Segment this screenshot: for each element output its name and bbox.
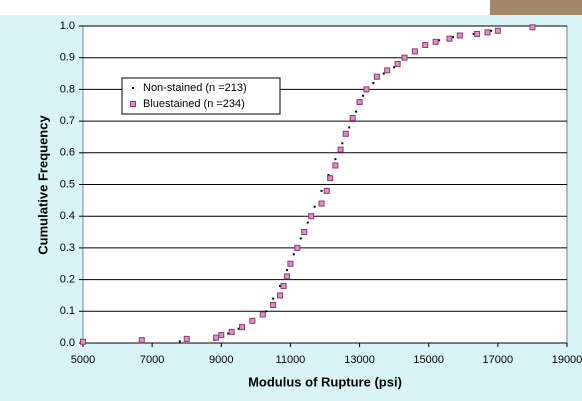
y-tick-label: 0.7 [60,115,75,127]
point [494,27,501,34]
point [272,297,275,300]
y-tick-label: 0.8 [60,83,75,95]
point [334,158,337,161]
point [213,334,220,341]
x-tick-label: 11000 [276,354,306,366]
point [348,126,351,129]
point [183,335,190,342]
point [456,32,463,39]
y-axis-label: Cumulative Frequency [35,115,50,255]
point [382,72,385,75]
point [228,328,235,335]
point [349,114,356,121]
point [438,39,441,42]
point [287,260,294,267]
x-tick-label: 7000 [140,354,164,366]
point [292,253,295,256]
x-tick-label: 9000 [209,354,233,366]
point [401,54,408,61]
x-tick-label: 17000 [483,354,514,366]
point [472,32,475,35]
y-tick-label: 0.9 [60,52,75,64]
point [237,327,240,330]
x-axis-label: Modulus of Rupture (psi) [248,374,402,389]
y-tick-label: 0.6 [60,147,75,159]
point [327,175,334,182]
legend-label: Bluestained (n =234) [143,98,245,110]
point [285,269,288,272]
point [80,338,86,345]
point [474,30,481,37]
legend-box [121,77,281,115]
point [337,146,344,153]
point [308,213,315,220]
point [411,48,418,55]
point [283,273,290,280]
point [294,244,301,251]
y-tick-label: 0.1 [60,305,75,317]
legend-label: Non-stained (n =213) [143,82,247,94]
y-tick-label: 1.0 [60,20,75,32]
x-tick-label: 13000 [344,354,375,366]
legend-marker [130,101,136,107]
point [341,142,344,145]
y-tick-label: 0.4 [60,210,75,222]
point [301,229,308,236]
point [529,24,536,31]
point [373,73,380,80]
point [327,173,330,176]
x-tick-label: 5000 [71,354,95,366]
point [451,36,454,39]
point [323,187,330,194]
point [362,94,365,97]
legend-marker [132,87,134,89]
point [279,284,282,287]
point [432,38,439,45]
point [277,292,284,299]
y-tick-label: 0.3 [60,242,75,254]
x-tick-label: 19000 [552,354,582,366]
point [384,67,391,74]
point [270,301,277,308]
point [363,86,370,93]
point [249,317,256,324]
point [342,130,349,137]
point [306,221,309,224]
point [265,310,268,313]
point [422,42,429,49]
y-tick-label: 0.2 [60,274,75,286]
point [280,282,287,289]
point [138,337,145,344]
point [239,324,246,331]
point [259,311,266,318]
point [320,189,323,192]
point [355,110,358,113]
point [313,205,316,208]
y-tick-label: 0.0 [60,337,75,349]
photo-fragment [490,0,582,16]
y-tick-label: 0.5 [60,178,75,190]
point [299,237,302,240]
point [394,61,401,68]
point [178,340,181,343]
x-tick-label: 15000 [413,354,444,366]
point [332,162,339,169]
point [393,66,396,69]
point [356,99,363,106]
point [489,29,492,32]
point [227,332,230,335]
point [484,29,491,36]
point [318,200,325,207]
point [218,332,225,339]
point [446,35,453,42]
point [372,82,375,85]
